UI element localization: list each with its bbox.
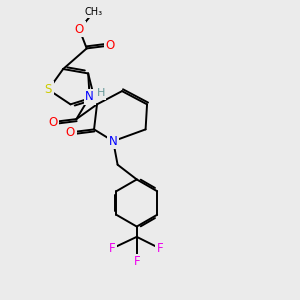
Text: CH₃: CH₃ bbox=[85, 7, 103, 16]
Text: O: O bbox=[106, 39, 115, 52]
Text: F: F bbox=[157, 242, 164, 255]
Text: N: N bbox=[109, 135, 118, 148]
Text: N: N bbox=[85, 91, 94, 103]
Text: S: S bbox=[45, 83, 52, 96]
Text: O: O bbox=[48, 116, 58, 128]
Text: O: O bbox=[75, 23, 84, 36]
Text: O: O bbox=[66, 126, 75, 139]
Text: F: F bbox=[134, 255, 140, 268]
Text: H: H bbox=[97, 88, 105, 98]
Text: F: F bbox=[108, 242, 115, 255]
